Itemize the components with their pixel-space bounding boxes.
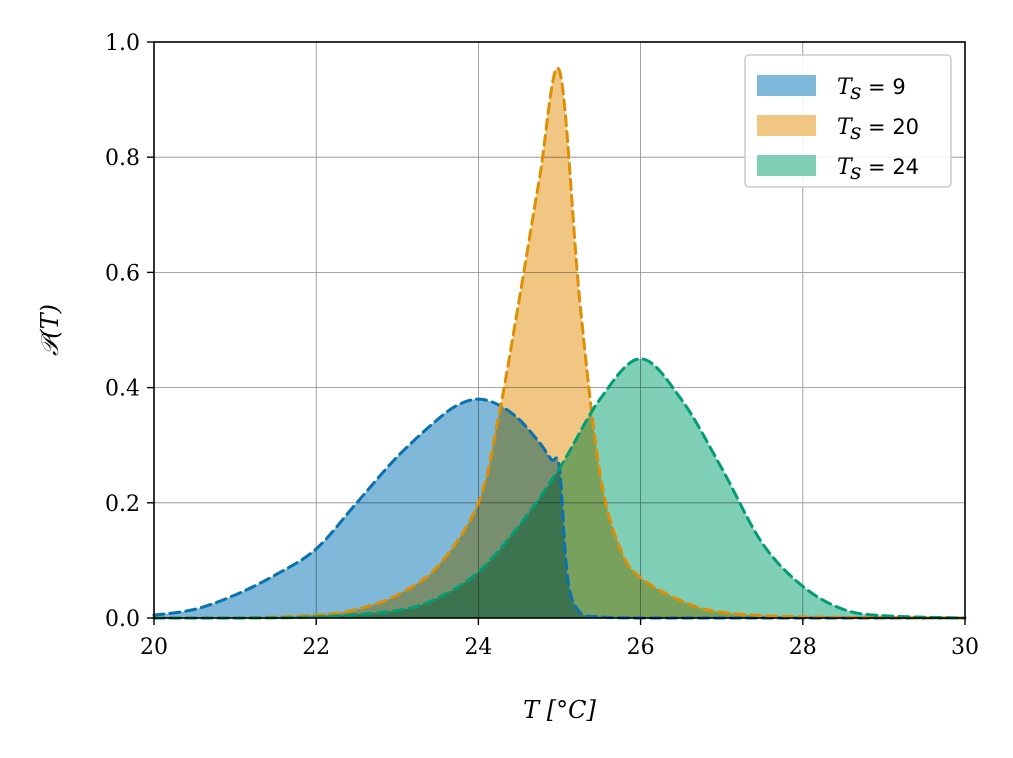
legend-label-1: Ts = 9 (837, 75, 906, 105)
series-fill-2 (154, 67, 965, 618)
y-tick-label: 1.0 (105, 31, 140, 56)
x-tick-label: 22 (302, 635, 330, 660)
series-line-1 (152, 397, 967, 620)
axis-ticks: 20 22 24 26 28 30 0.0 0.2 0.4 0.6 0.8 1.0 (105, 31, 979, 660)
x-tick-label: 26 (627, 635, 655, 660)
plot-frame (153, 41, 966, 619)
x-tick-label: 24 (464, 635, 492, 660)
series-line-3 (152, 357, 967, 620)
x-axis-label: T [°C] (523, 696, 596, 724)
legend-swatch-2 (757, 115, 816, 136)
y-tick-label: 0.8 (105, 146, 140, 171)
legend-swatch-1 (757, 75, 816, 96)
series-lines (152, 66, 967, 620)
y-tick-label: 0.6 (105, 261, 140, 286)
y-axis-label: 𝒫(T) (36, 304, 64, 356)
series-fill-3 (154, 358, 965, 618)
legend-swatch-3 (757, 155, 816, 176)
x-tick-label: 28 (789, 635, 817, 660)
x-tick-label: 30 (951, 635, 979, 660)
x-tick-label: 20 (140, 635, 168, 660)
legend-label-3: Ts = 24 (837, 155, 919, 185)
series-line-2 (152, 66, 967, 620)
legend: Ts = 9 Ts = 20 Ts = 24 (744, 54, 952, 188)
y-tick-label: 0.0 (105, 607, 140, 632)
series-fills (154, 67, 965, 618)
y-tick-label: 0.4 (105, 377, 140, 402)
y-tick-label: 0.2 (105, 492, 140, 517)
legend-label-2: Ts = 20 (837, 115, 919, 145)
